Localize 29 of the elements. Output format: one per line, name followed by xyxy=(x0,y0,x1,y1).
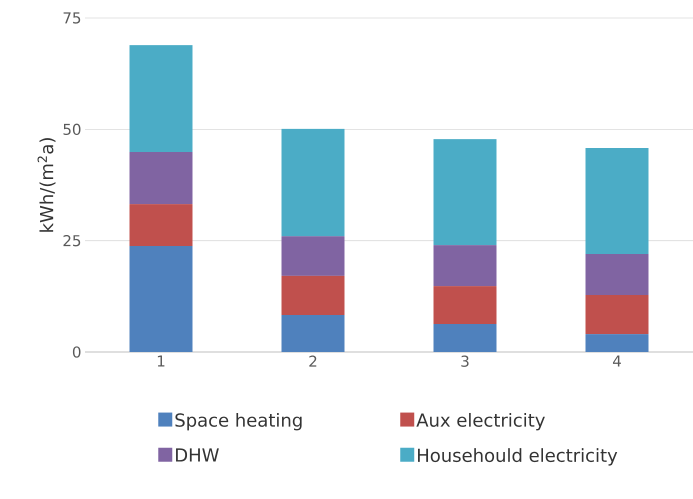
y-tick-label: 0 xyxy=(72,346,80,358)
legend-label: Househould electricity xyxy=(418,448,618,466)
bar xyxy=(130,45,192,152)
x-tick-label: 2 xyxy=(309,356,316,367)
y-tick-label: 25 xyxy=(63,234,80,246)
legend-label: Space heating xyxy=(175,412,302,430)
bar xyxy=(586,148,649,254)
x-tick-label: 1 xyxy=(158,356,164,366)
bar xyxy=(282,315,344,352)
y-tick-label: 50 xyxy=(64,124,80,136)
bar xyxy=(586,295,649,334)
bar xyxy=(282,128,344,236)
bar xyxy=(586,254,649,295)
x-tick-label: 3 xyxy=(461,356,469,367)
y-tick-label: 75 xyxy=(64,12,80,24)
bar xyxy=(434,139,497,246)
bar xyxy=(434,286,497,324)
bar xyxy=(130,152,192,204)
bar xyxy=(434,324,497,352)
bar xyxy=(282,236,344,276)
bar xyxy=(434,245,497,286)
y-axis-title: kWh/(m$^{2}$a) xyxy=(38,138,56,232)
bar xyxy=(130,204,192,246)
legend-label: DHW xyxy=(176,448,219,462)
bar xyxy=(282,276,344,316)
x-tick-label: 4 xyxy=(612,356,621,366)
legend-label: Aux electricity xyxy=(416,412,545,430)
bar xyxy=(130,246,192,352)
bar xyxy=(586,334,649,352)
